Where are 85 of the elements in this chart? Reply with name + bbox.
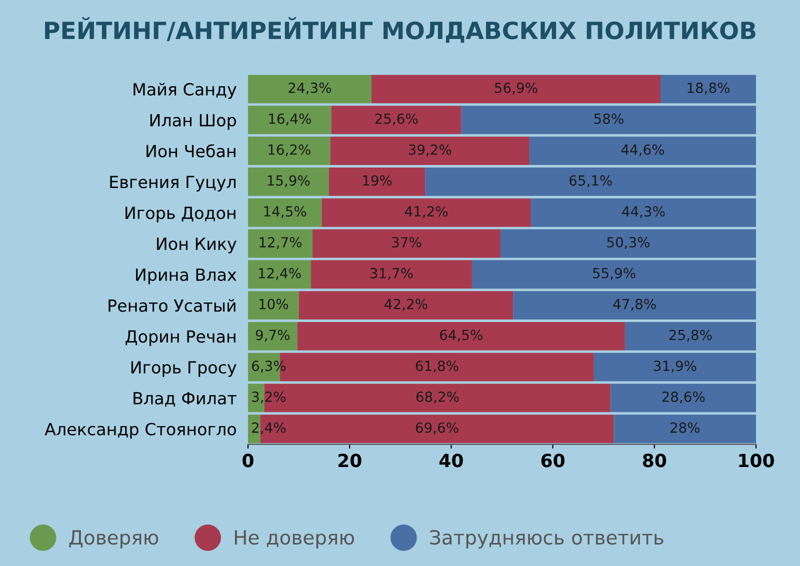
- data-label: 9,7%: [256, 330, 290, 342]
- data-label: 68,2%: [416, 391, 459, 404]
- data-label: 15,9%: [268, 175, 310, 188]
- y-tick-label: Ирина Влах: [136, 268, 236, 284]
- chart-title: РЕЙТИНГ/АНТИРЕЙТИНГ МОЛДАВСКИХ ПОЛИТИКОВ: [45, 17, 756, 43]
- data-label: 44,3%: [622, 206, 665, 218]
- bar: [298, 291, 514, 320]
- bar: [248, 198, 322, 227]
- data-label: 16,2%: [268, 144, 310, 156]
- bar: [529, 136, 756, 166]
- data-label: 47,8%: [613, 298, 656, 311]
- y-tick-label: Ион Кику: [157, 238, 236, 254]
- data-label: 56,9%: [494, 82, 538, 94]
- data-label: 25,6%: [375, 113, 418, 126]
- data-label: 19%: [363, 175, 392, 186]
- bar: [297, 322, 625, 350]
- x-tick-label: 80: [642, 454, 666, 468]
- data-label: 25,8%: [669, 330, 712, 342]
- legend-label: Не доверяю: [235, 530, 354, 548]
- data-label: 31,9%: [654, 360, 696, 373]
- data-label: 55,9%: [593, 268, 636, 280]
- data-label: 24,3%: [288, 82, 332, 94]
- data-label: 61,8%: [416, 360, 458, 373]
- bar: [248, 291, 299, 320]
- y-tick-label: Дорин Речан: [126, 330, 236, 346]
- data-label: 39,2%: [408, 144, 452, 156]
- x-tick-label: 0: [242, 454, 254, 468]
- bar: [248, 260, 311, 289]
- bar: [328, 168, 426, 196]
- bar: [624, 322, 756, 350]
- bar: [614, 414, 756, 444]
- bar: [500, 229, 756, 258]
- bar: [425, 168, 756, 196]
- bar: [322, 198, 531, 227]
- bar: [371, 74, 660, 104]
- data-label: 42,2%: [384, 298, 428, 311]
- bar: [513, 291, 756, 320]
- bar: [310, 260, 472, 289]
- data-label: 16,4%: [269, 113, 311, 126]
- bar: [472, 260, 756, 289]
- bar: [660, 74, 756, 104]
- bar: [248, 106, 332, 134]
- bar: [530, 198, 756, 227]
- y-tick-label: Влад Филат: [134, 392, 236, 407]
- data-label: 12,7%: [260, 237, 302, 249]
- bar: [610, 384, 756, 412]
- y-tick-label: Илан Шор: [150, 114, 236, 130]
- bar: [248, 168, 329, 196]
- bar: [248, 136, 330, 166]
- y-tick-label: Игорь Гросу: [131, 361, 236, 377]
- data-label: 41,2%: [404, 206, 448, 218]
- data-label: 65,1%: [570, 175, 612, 188]
- y-tick-label: Майя Санду: [134, 82, 236, 99]
- bar: [594, 352, 756, 382]
- data-label: 50,3%: [607, 237, 650, 249]
- legend-label: Доверяю: [69, 530, 158, 548]
- bar: [312, 229, 500, 258]
- bar: [248, 322, 298, 350]
- data-label: 28,6%: [662, 391, 705, 404]
- y-tick-label: Ренато Усатый: [108, 299, 236, 312]
- data-label: 37%: [392, 237, 422, 248]
- data-label: 69,6%: [416, 422, 458, 434]
- x-tick-label: 40: [439, 454, 463, 468]
- x-tick-label: 100: [739, 454, 774, 468]
- legend-label: Затрудняюсь ответить: [430, 530, 664, 548]
- y-tick-label: Евгения Гуцул: [110, 176, 236, 192]
- data-label: 58%: [594, 113, 624, 124]
- y-tick-label: Игорь Додон: [126, 206, 236, 222]
- bar: [248, 229, 313, 258]
- bar: [461, 106, 756, 134]
- data-label: 18,8%: [688, 82, 730, 94]
- data-label: 64,5%: [440, 330, 482, 342]
- bar: [248, 74, 372, 104]
- bar: [331, 106, 462, 134]
- x-tick-label: 60: [541, 454, 564, 468]
- data-label: 31,7%: [370, 268, 413, 280]
- x-tick-label: 20: [338, 454, 362, 468]
- data-label: 44,6%: [621, 144, 664, 156]
- bar: [330, 136, 530, 166]
- y-tick-label: Ион Чебан: [146, 144, 236, 158]
- data-label: 14,5%: [264, 206, 306, 218]
- data-label: 10%: [259, 298, 288, 310]
- data-label: 28%: [670, 422, 700, 433]
- data-label: 12,4%: [258, 268, 301, 280]
- y-tick-label: Александр Стояногло: [44, 422, 236, 439]
